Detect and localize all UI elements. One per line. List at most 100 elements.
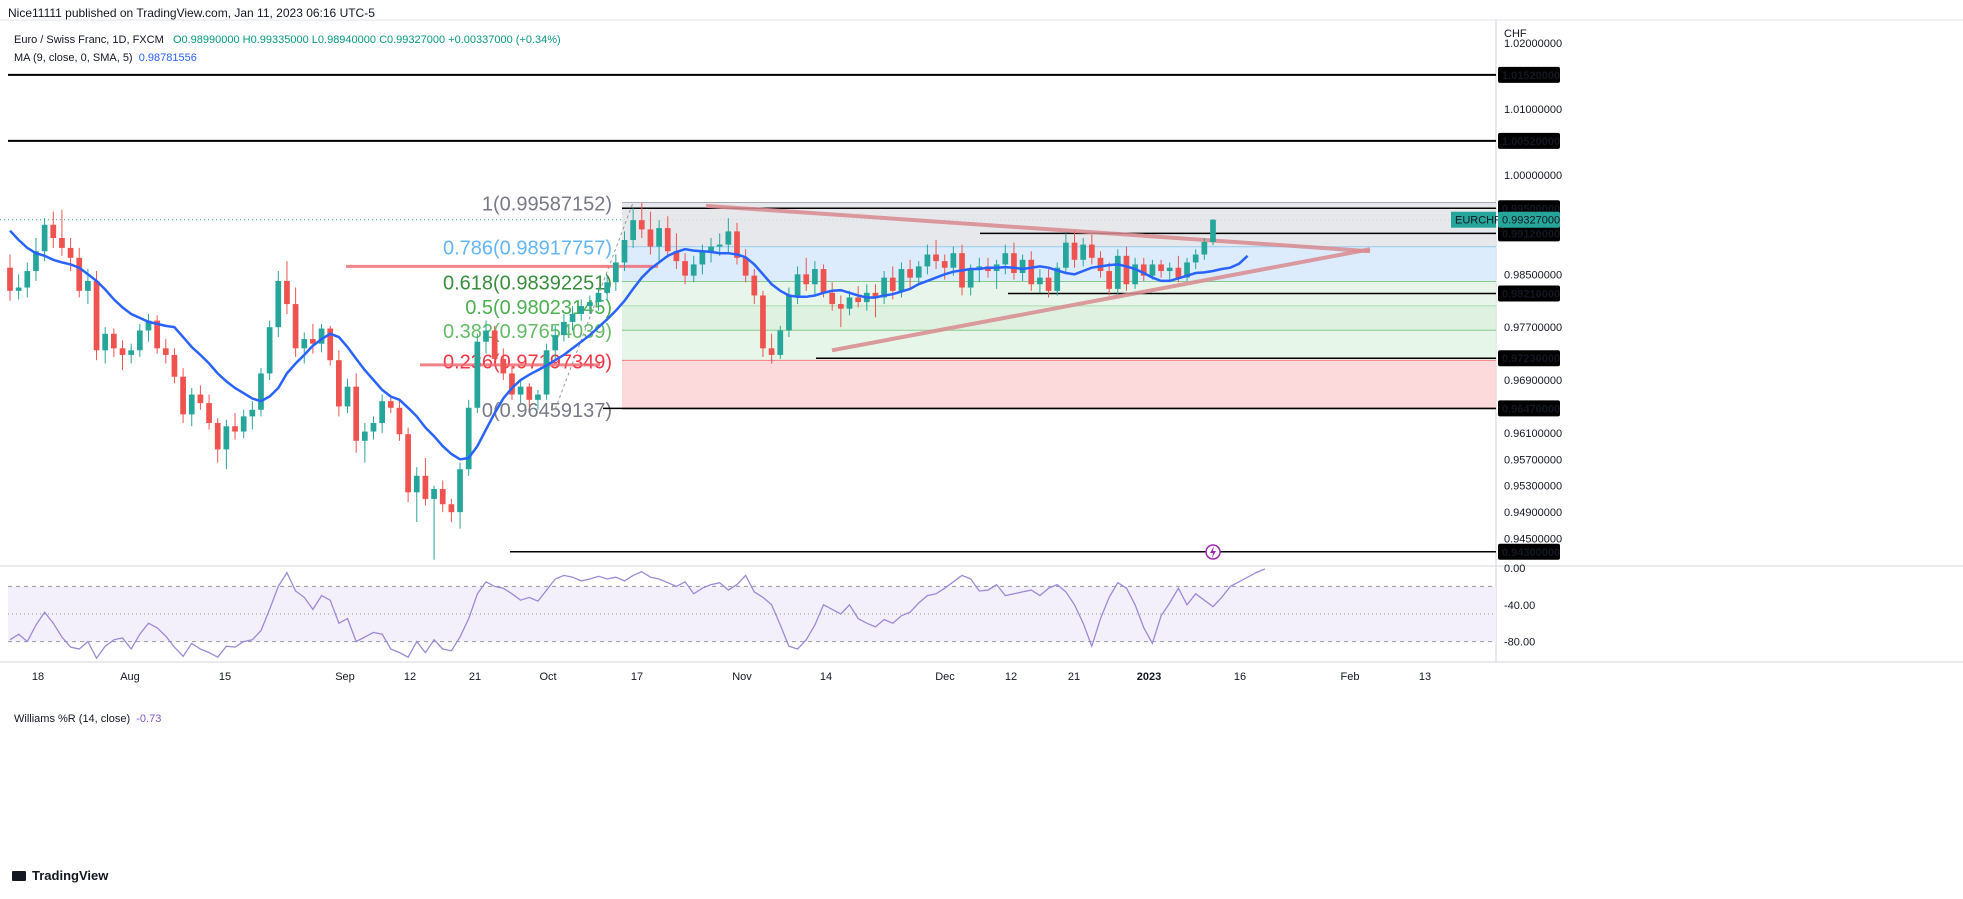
candle-up [1054,267,1061,291]
candle-down [1175,267,1182,278]
candle-up [465,407,472,470]
price-tick-label: 0.96900000 [1504,375,1562,387]
time-axis[interactable]: 18 Aug 15 Sep 12 21 Oct 17 Nov 14 Dec 12 21 2023 16 Feb… [32,671,1431,683]
candle-up [136,330,143,351]
candle-up [413,475,420,493]
symbol-legend[interactable]: Euro / Swiss Franc, 1D, FXCM O0.98990000… [14,34,561,46]
ma-label: MA (9, close, 0, SMA, 5) [14,52,133,64]
candle-up [188,394,195,415]
fibonacci-retracement[interactable]: 1(0.99587152) 0.786(0.98917757) 0.618(0.98… [443,194,1496,423]
oscillator-tick-label: -40.00 [1504,600,1535,612]
level-price-tag[interactable] [1498,400,1560,417]
candle-up [543,350,550,395]
candle-up [578,306,585,314]
candle-up [612,262,619,283]
level-price-tag[interactable] [1498,225,1560,242]
candle-up [1201,241,1208,255]
candle-down [855,297,862,303]
candle-down [214,422,221,450]
descending-trend-line[interactable] [705,203,1371,254]
candle-up [1166,267,1173,272]
candle-down [907,269,913,278]
time-tick-label: Feb [1341,671,1360,683]
candle-down [1097,257,1104,272]
candle-up [431,489,437,499]
symbol-tag[interactable] [1451,211,1496,228]
candle-down [1028,259,1035,285]
candle-down [292,304,299,349]
candle-down [59,238,65,248]
ma-9-line [9,229,1249,461]
last-price-tag[interactable] [1498,211,1560,228]
candle-up [258,373,264,410]
candle-up [535,394,541,400]
candle-up [621,239,628,263]
candle-up [145,320,152,331]
candle-down [387,401,394,408]
candle-down [1158,264,1164,272]
candle-up [690,264,697,276]
fib-level-label: 0.5(0.98023145) [465,297,612,319]
candle-up [457,469,463,513]
candle-down [353,386,360,441]
price-tick-label: 1.00000000 [1504,170,1562,182]
time-tick-label: 12 [404,671,416,683]
trend-lines[interactable] [705,203,1371,353]
williams-legend[interactable]: Williams %R (14, close) -0.73 [14,713,161,725]
candle-down [284,280,290,305]
price-tick-label: 0.94900000 [1504,507,1562,519]
candle-up [344,386,351,407]
candle-down [872,292,879,298]
level-price-text: 0.99120000 [1502,228,1560,240]
candle-down [647,229,654,247]
ascending-trend-line[interactable] [831,247,1371,353]
candle-down [820,269,827,293]
williams-r-line [9,568,1266,660]
symbol-tag-text: EURCHF [1455,215,1501,227]
level-price-text: 0.98210000 [1502,288,1560,300]
candle-down [67,247,74,258]
candle-up [483,330,489,342]
candle-down [119,348,126,355]
tradingview-logo[interactable]: TradingView [12,868,108,883]
publisher-line: Nice11111 published on TradingView.com, … [8,6,375,20]
level-price-tag[interactable] [1498,285,1560,302]
candle-up [777,330,784,355]
ma-legend[interactable]: MA (9, close, 0, SMA, 5) 0.98781556 [14,52,197,64]
price-tick-label: 1.02000000 [1504,38,1562,50]
level-price-tag[interactable] [1498,543,1560,560]
level-price-tag[interactable] [1498,350,1560,367]
level-price-text: 1.01520000 [1502,70,1560,82]
level-price-text: 0.94300000 [1502,547,1560,559]
candle-down [1045,277,1052,291]
candle-down [760,295,766,349]
moving-average-line [9,229,1249,461]
candle-up [552,335,559,351]
candle-up [15,287,22,291]
time-tick-label: Oct [539,671,556,683]
candle-up [881,277,887,298]
time-tick-label: 18 [32,671,44,683]
candle-down [941,261,948,268]
candle-down [1011,253,1017,274]
time-tick-label: 21 [469,671,481,683]
candle-up [604,282,611,293]
fib-level-label: 0(0.96459137) [482,400,612,422]
time-tick-label: 2023 [1137,671,1161,683]
candle-up [976,266,983,270]
candle-down [509,373,515,395]
candle-up [1184,262,1190,278]
fib-trend-line [554,202,634,410]
williams-r-pane [8,544,1496,660]
candle-up [128,350,135,355]
price-tick-label: 0.97700000 [1504,322,1562,334]
symbol-description: Euro / Swiss Franc, 1D, FXCM [14,34,164,46]
candle-down [232,426,238,432]
candle-up [1080,244,1087,260]
candle-down [742,257,749,276]
oscillator-tick-label: -80.00 [1504,637,1535,649]
level-price-tag[interactable] [1498,66,1560,83]
price-tick-label: 0.95300000 [1504,481,1562,493]
level-price-tag[interactable] [1498,132,1560,149]
